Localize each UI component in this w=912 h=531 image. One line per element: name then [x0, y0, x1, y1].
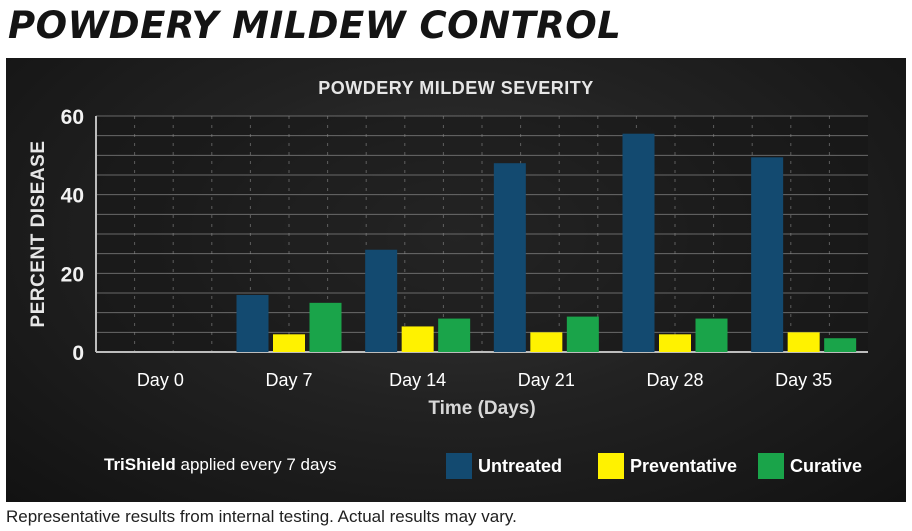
y-tick-label: 20 — [61, 263, 84, 286]
bar-preventative-day-35 — [787, 332, 820, 352]
y-tick-label: 60 — [61, 106, 84, 129]
x-tick-label: Day 0 — [137, 370, 184, 390]
x-tick-label: Day 21 — [518, 370, 575, 390]
chart-title: POWDERY MILDEW SEVERITY — [318, 78, 594, 98]
bar-curative-day-28 — [695, 318, 728, 352]
product-name: TriShield — [104, 455, 176, 474]
legend-label-untreated: Untreated — [478, 455, 563, 476]
legend-untreated: Untreated — [446, 452, 562, 480]
bar-preventative-day-28 — [659, 334, 691, 352]
y-axis-label: PERCENT DISEASE — [28, 141, 49, 328]
x-tick-label: Day 28 — [646, 370, 703, 390]
bar-untreated-day-21 — [493, 163, 526, 352]
x-tick-label: Day 14 — [389, 370, 446, 390]
bar-untreated-day-7 — [236, 294, 269, 352]
legend-label-preventative: Preventative — [630, 455, 738, 476]
bar-curative-day-21 — [566, 316, 599, 352]
y-tick-label: 40 — [61, 185, 84, 208]
bar-curative-day-35 — [824, 338, 857, 352]
bar-preventative-day-14 — [401, 326, 434, 352]
application-note: TriShield applied every 7 days — [104, 455, 336, 475]
bar-untreated-day-35 — [751, 157, 784, 352]
bar-curative-day-14 — [438, 318, 471, 352]
legend-swatch-untreated — [446, 453, 472, 479]
legend-preventative: Preventative — [598, 452, 737, 480]
bar-untreated-day-14 — [365, 249, 398, 352]
legend-curative: Curative — [758, 452, 862, 480]
bar-preventative-day-7 — [273, 334, 305, 352]
x-axis-label: Time (Days) — [428, 398, 535, 419]
bar-untreated-day-28 — [622, 133, 655, 352]
chart-panel: 0 20 40 60 PERCENT DISEASE Day 0 Day 7 Day 14 Da… — [6, 58, 906, 502]
chart-svg: 0 20 40 60 PERCENT DISEASE Day 0 Day 7 Day 14 Da… — [28, 106, 868, 419]
y-tick-label: 0 — [72, 342, 84, 365]
legend-swatch-curative — [758, 453, 784, 479]
legend-label-curative: Curative — [790, 455, 863, 476]
page-heading: POWDERY MILDEW CONTROL — [8, 4, 622, 47]
x-tick-label: Day 7 — [265, 370, 312, 390]
bar-preventative-day-21 — [530, 332, 563, 352]
application-note-text: applied every 7 days — [175, 455, 337, 474]
x-tick-label: Day 35 — [775, 370, 832, 390]
bar-curative-day-7 — [309, 302, 342, 352]
footnote: Representative results from internal tes… — [6, 507, 517, 526]
legend-swatch-preventative — [598, 453, 624, 479]
